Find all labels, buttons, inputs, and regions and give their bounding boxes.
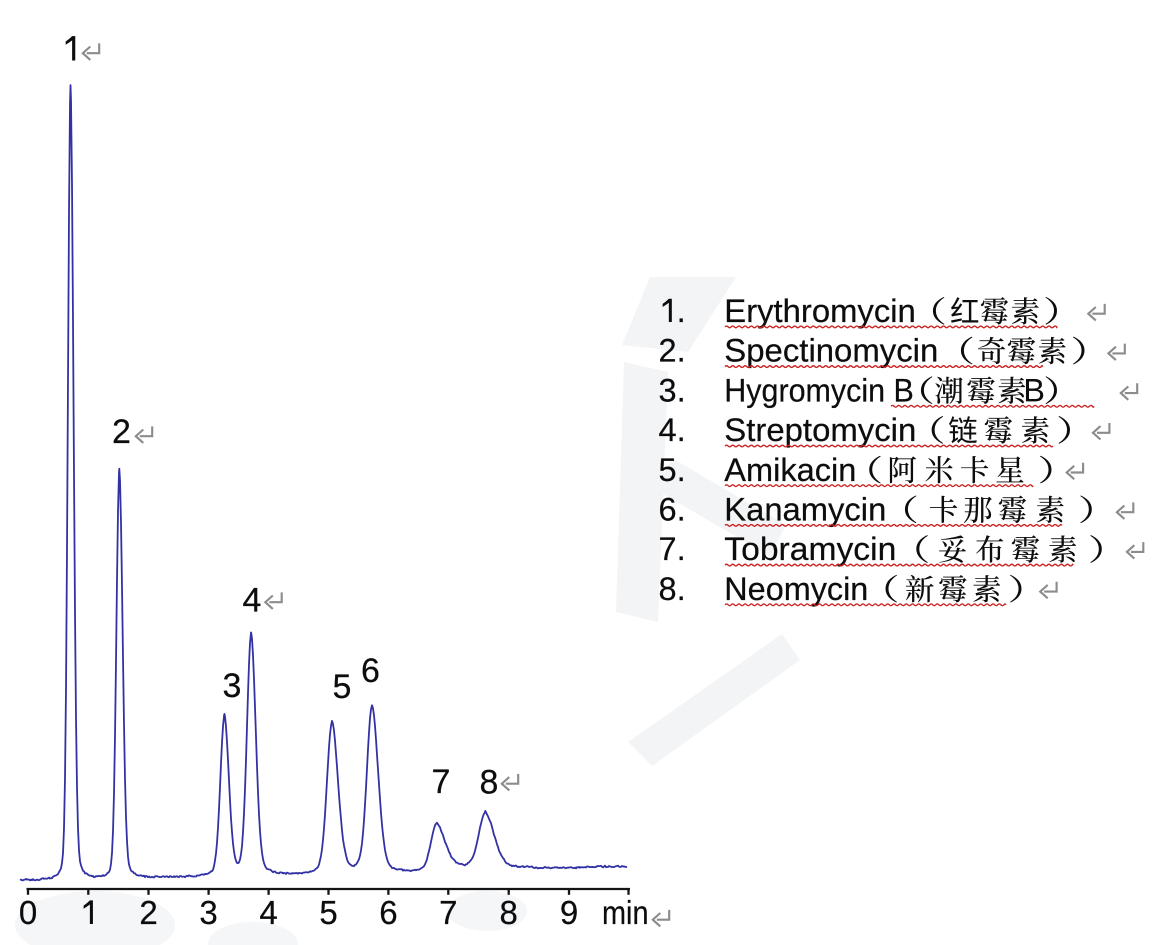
svg-text:8.: 8. (659, 571, 686, 607)
svg-text:0: 0 (19, 894, 37, 931)
svg-text:3.: 3. (659, 372, 686, 408)
svg-text:7: 7 (432, 763, 451, 801)
svg-text:8: 8 (500, 894, 518, 931)
svg-text:Hygromycin B: Hygromycin B (724, 372, 914, 408)
svg-text:Tobramycin: Tobramycin (724, 531, 896, 567)
svg-text:6.: 6. (659, 492, 686, 528)
svg-text:6: 6 (379, 894, 397, 931)
svg-text:Neomycin: Neomycin (724, 571, 868, 607)
svg-text:Erythromycin: Erythromycin (724, 293, 916, 329)
svg-text:2.: 2. (659, 333, 686, 369)
svg-text:3: 3 (199, 894, 217, 931)
svg-text:4: 4 (259, 894, 277, 931)
svg-text:2: 2 (139, 894, 157, 931)
svg-text:5: 5 (333, 668, 352, 706)
svg-text:4: 4 (243, 582, 262, 620)
svg-text:8: 8 (480, 764, 499, 802)
svg-text:.: . (677, 293, 686, 329)
svg-text:3: 3 (223, 667, 242, 705)
svg-text:4.: 4. (659, 412, 686, 448)
svg-text:Spectinomycin: Spectinomycin (724, 333, 938, 369)
svg-text:7: 7 (439, 894, 457, 931)
svg-text:6: 6 (361, 652, 380, 690)
svg-text:7.: 7. (659, 531, 686, 567)
svg-text:9: 9 (560, 894, 578, 931)
svg-text:Amikacin: Amikacin (724, 452, 856, 488)
svg-text:Kanamycin: Kanamycin (724, 492, 886, 528)
svg-text:2: 2 (112, 413, 131, 451)
svg-text:min: min (602, 894, 649, 931)
svg-text:Streptomycin: Streptomycin (724, 412, 916, 448)
svg-text:5.: 5. (659, 452, 686, 488)
svg-text:5: 5 (319, 894, 337, 931)
